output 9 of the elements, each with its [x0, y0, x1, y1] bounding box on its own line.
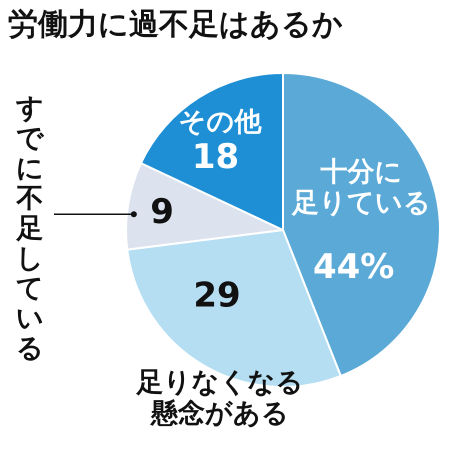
data-label: 18	[192, 137, 240, 178]
data-label: 44%	[312, 247, 394, 288]
chart-title: 労働力に過不足はあるか	[8, 6, 343, 44]
data-label: 29	[193, 275, 241, 316]
slice-label: その他	[178, 106, 263, 138]
category-label: すでに不足している	[16, 93, 44, 364]
slice-label: 十分に足りている	[291, 156, 431, 218]
data-label: 9	[150, 192, 174, 232]
slice-label: 足りなくなる懸念がある	[136, 366, 304, 429]
